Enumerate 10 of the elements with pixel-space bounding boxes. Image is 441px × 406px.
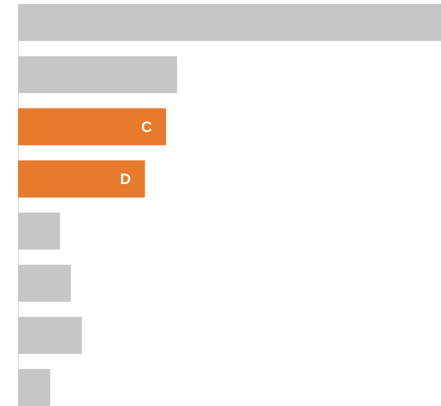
bar	[18, 160, 145, 198]
bar	[18, 368, 50, 406]
bar	[18, 264, 71, 302]
bar	[18, 108, 166, 146]
y-tick-label: D	[120, 170, 132, 188]
bar	[18, 56, 178, 94]
bar	[18, 212, 60, 250]
bar	[18, 316, 82, 354]
bar	[18, 4, 441, 42]
y-tick-label: C	[141, 118, 152, 136]
